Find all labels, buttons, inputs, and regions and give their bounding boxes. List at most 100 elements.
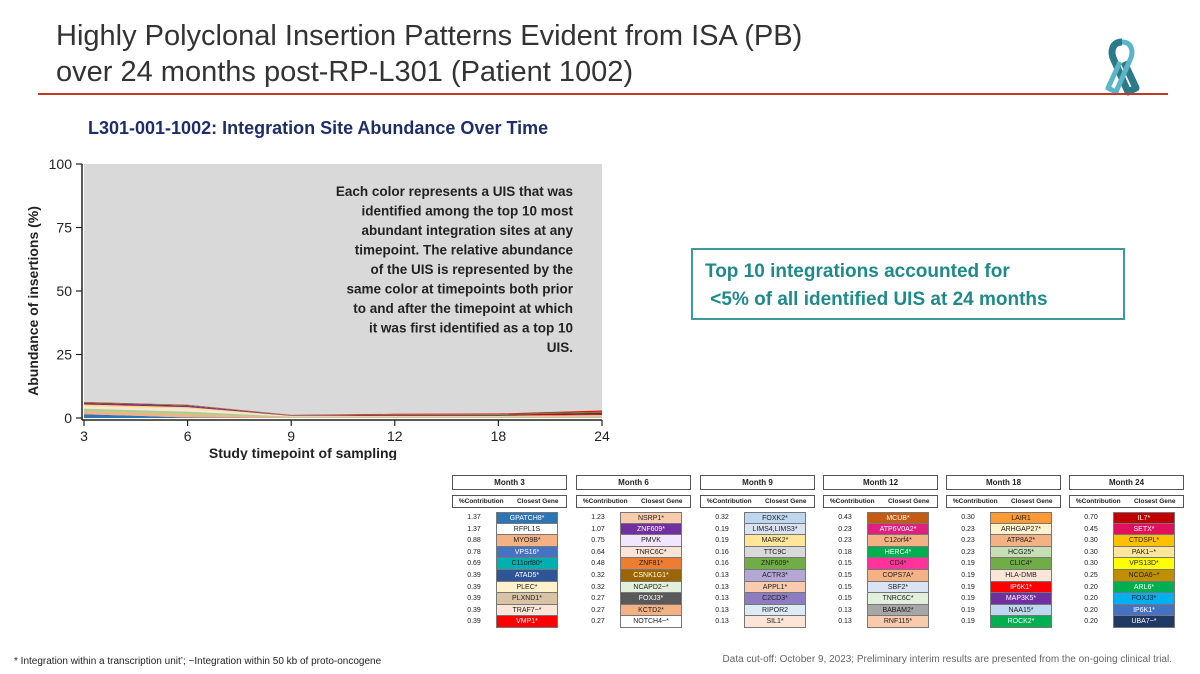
contribution-value: 0.39 <box>467 618 481 626</box>
table-row: 0.23 ATP6V0A2* <box>823 523 938 536</box>
month-table: Month 6 %Contribution Closest Gene 1.23 NSRP… <box>576 475 691 628</box>
column-header-gene: Closest Gene <box>1010 498 1053 505</box>
table-row: 0.30 VPS13D* <box>1069 558 1184 570</box>
contribution-value: 0.20 <box>1084 606 1098 614</box>
gene-name: LIMS4,LIMS3* <box>744 523 806 536</box>
table-row: 0.19 CLIC4* <box>946 558 1061 570</box>
table-row: 0.23 C12orf4* <box>823 535 938 547</box>
title-divider <box>38 93 1168 95</box>
table-row: 0.39 TRAF7~* <box>452 604 567 617</box>
contribution-value: 0.27 <box>591 606 605 614</box>
contribution-value: 0.25 <box>1084 571 1098 579</box>
contribution-value: 0.30 <box>1084 560 1098 568</box>
table-row: 0.48 ZNF81* <box>576 558 691 570</box>
column-header-gene: Closest Gene <box>516 498 559 505</box>
gene-name: COPS7A* <box>867 569 929 582</box>
contribution-value: 0.30 <box>1084 537 1098 545</box>
gene-name: HLA-DMB <box>990 569 1052 582</box>
gene-name: PMVK <box>620 535 682 547</box>
gene-name: SBF2* <box>867 581 929 594</box>
contribution-value: 0.39 <box>467 606 481 614</box>
series-area-4 <box>84 406 602 417</box>
chart-annotation-line: of the UIS is represented by the <box>370 262 573 277</box>
y-tick-label-0: 0 <box>64 410 72 426</box>
contribution-value: 0.19 <box>961 618 975 626</box>
awareness-ribbon-icon <box>1105 38 1140 96</box>
table-row: 0.13 BABAM2* <box>823 604 938 617</box>
chart-annotation-line: UIS. <box>547 340 573 355</box>
chart-annotation-line: to and after the timepoint at which <box>353 301 573 316</box>
gene-name: NCAPD2~* <box>620 581 682 594</box>
table-row: 1.07 ZNF609* <box>576 523 691 536</box>
month-table-header: %Contribution Closest Gene <box>1069 495 1184 508</box>
table-row: 0.19 ROCK2* <box>946 616 1061 628</box>
gene-name: ROCK2* <box>990 616 1052 628</box>
contribution-value: 0.27 <box>591 618 605 626</box>
area-chart: 0 25 50 75 100 3 6 9 12 18 24 Study timepoint of sa… <box>25 156 610 460</box>
gene-name: BABAM2* <box>867 604 929 617</box>
gene-name: C11orf80* <box>496 558 558 570</box>
table-row: 0.23 ARHGAP27* <box>946 523 1061 536</box>
table-row: 1.23 NSRP1* <box>576 512 691 524</box>
contribution-value: 0.16 <box>715 548 729 556</box>
y-tick-label-100: 100 <box>49 156 73 172</box>
gene-name: MAP3K5* <box>990 593 1052 605</box>
gene-name: IL7* <box>1113 512 1175 524</box>
table-row: 0.20 ARL6* <box>1069 581 1184 594</box>
contribution-value: 0.23 <box>961 537 975 545</box>
x-axis-label: Study timepoint of sampling <box>209 445 397 460</box>
column-header-contribution: %Contribution <box>1075 498 1121 505</box>
month-table: Month 12 %Contribution Closest Gene 0.43 MCU… <box>823 475 938 628</box>
slide-title-line1: Highly Polyclonal Insertion Patterns Evi… <box>56 20 803 52</box>
gene-name: CSNK1G1* <box>620 569 682 582</box>
gene-name: ATP8A2* <box>990 535 1052 547</box>
gene-name: GPATCH8* <box>496 512 558 524</box>
gene-name: VPS13D* <box>1113 558 1175 570</box>
contribution-value: 0.20 <box>1084 595 1098 603</box>
contribution-value: 0.45 <box>1084 525 1098 533</box>
table-row: 0.69 C11orf80* <box>452 558 567 570</box>
callout-box: Top 10 integrations accounted for <5% of… <box>691 248 1125 320</box>
gene-name: MARK2* <box>744 535 806 547</box>
series-area-7 <box>84 402 602 416</box>
table-row: 0.13 C2CD3* <box>700 593 815 605</box>
gene-name: ATAD5* <box>496 569 558 582</box>
gene-name: KCTD2* <box>620 604 682 617</box>
month-table: Month 18 %Contribution Closest Gene 0.30 LAI… <box>946 475 1061 628</box>
gene-name: NCOA6~* <box>1113 569 1175 582</box>
contribution-value: 0.32 <box>591 583 605 591</box>
series-area-2 <box>84 411 602 418</box>
contribution-value: 0.19 <box>961 606 975 614</box>
contribution-value: 0.23 <box>838 525 852 533</box>
table-row: 0.30 LAIR1 <box>946 512 1061 524</box>
table-row: 0.39 PLXND1* <box>452 593 567 605</box>
contribution-value: 0.23 <box>961 548 975 556</box>
table-row: 0.25 NCOA6~* <box>1069 569 1184 582</box>
callout-line1: Top 10 integrations accounted for <box>705 261 1010 282</box>
month-table-title: Month 18 <box>946 475 1061 490</box>
table-row: 0.15 SBF2* <box>823 581 938 594</box>
contribution-value: 0.32 <box>591 571 605 579</box>
gene-name: LAIR1 <box>990 512 1052 524</box>
table-row: 0.19 LIMS4,LIMS3* <box>700 523 815 536</box>
contribution-value: 0.19 <box>961 571 975 579</box>
y-tick-label-25: 25 <box>56 347 72 363</box>
contribution-value: 0.30 <box>961 514 975 521</box>
table-row: 0.20 UBA7~* <box>1069 616 1184 628</box>
gene-name: VMP1* <box>496 616 558 628</box>
contribution-value: 0.39 <box>467 595 481 603</box>
chart-annotation-line: it was first identified as a top 10 <box>369 321 573 336</box>
contribution-value: 0.23 <box>838 537 852 545</box>
gene-name: PAK1~* <box>1113 546 1175 559</box>
column-header-contribution: %Contribution <box>582 498 628 505</box>
month-table-header: %Contribution Closest Gene <box>823 495 938 508</box>
table-row: 0.15 CD4* <box>823 558 938 570</box>
contribution-value: 1.37 <box>467 514 481 521</box>
column-header-gene: Closest Gene <box>640 498 683 505</box>
month-table-header: %Contribution Closest Gene <box>700 495 815 508</box>
table-row: 0.30 PAK1~* <box>1069 546 1184 559</box>
gene-name: IP6K1* <box>990 581 1052 594</box>
contribution-value: 0.19 <box>961 595 975 603</box>
month-table-title: Month 24 <box>1069 475 1184 490</box>
contribution-value: 0.64 <box>591 548 605 556</box>
